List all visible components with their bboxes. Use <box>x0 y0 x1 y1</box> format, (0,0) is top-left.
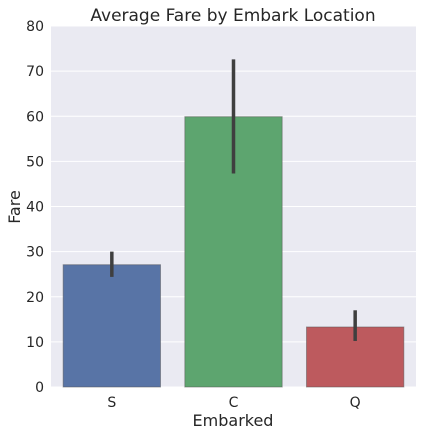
y-tick-label: 50 <box>26 154 44 170</box>
y-tick-label: 40 <box>26 200 44 216</box>
y-tick-label: 30 <box>26 245 44 261</box>
error-bars <box>110 59 357 341</box>
y-tick-label: 60 <box>26 109 44 125</box>
x-tick-label: C <box>229 395 239 411</box>
y-axis-label: Fare <box>5 190 24 224</box>
y-tick-label: 80 <box>26 19 44 35</box>
x-tick-label: Q <box>350 395 361 411</box>
y-tick-label: 10 <box>26 335 44 351</box>
y-tick-label: 0 <box>35 380 44 396</box>
y-tick-label: 70 <box>26 64 44 80</box>
bar-S <box>62 264 162 388</box>
chart-title: Average Fare by Embark Location <box>90 6 375 26</box>
y-tick-labels: 0 10 20 30 40 50 60 70 80 <box>26 19 44 396</box>
x-tick-label: S <box>107 395 116 411</box>
x-axis-label: Embarked <box>193 411 274 430</box>
y-tick-label: 20 <box>26 290 44 306</box>
